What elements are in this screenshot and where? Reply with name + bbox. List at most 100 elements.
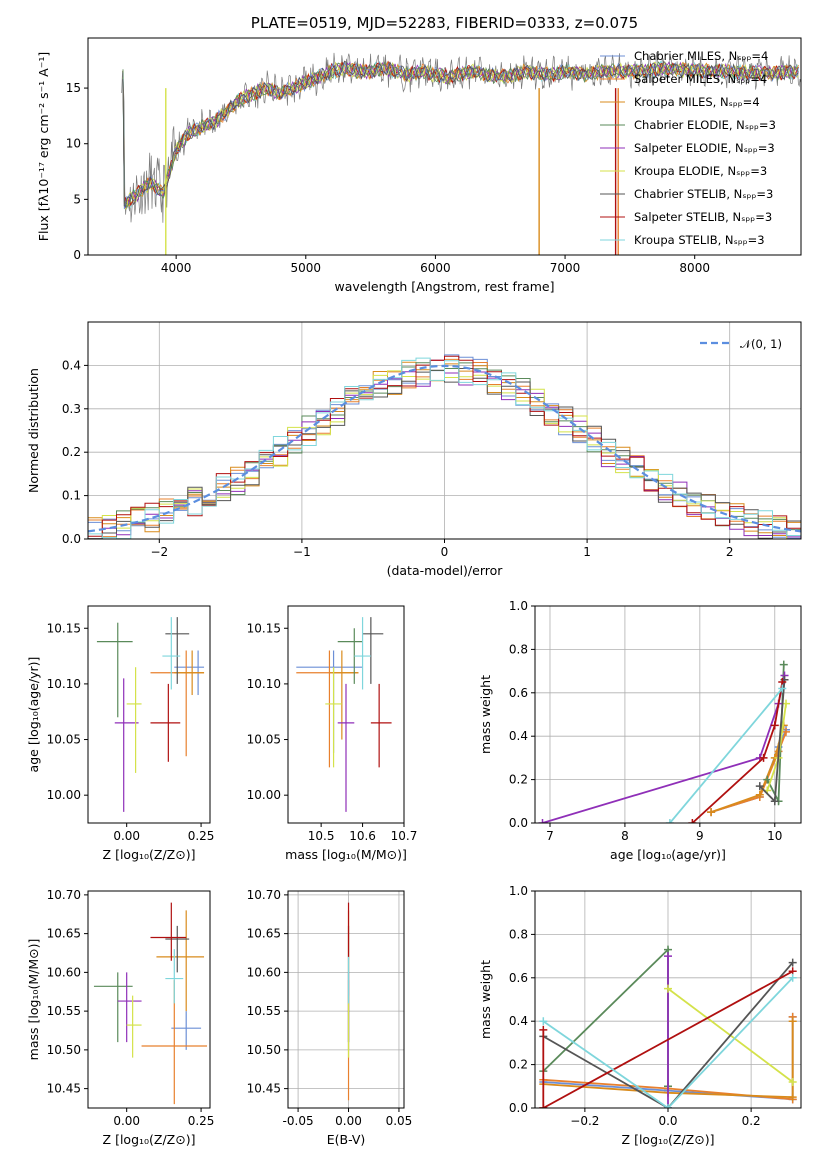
panel-spectrum: 4000 5000 6000 7000 8000 0 5 10 15 wavelength [An… [36, 14, 802, 294]
weight-marker [755, 782, 764, 791]
weight-marker [539, 1025, 548, 1034]
plot-area [88, 354, 801, 539]
x-tick-label: 10.6 [349, 829, 376, 843]
x-axis-label: mass [log₁₀(M/M⊙)] [285, 847, 407, 862]
y-tick-label: 10.15 [247, 621, 281, 635]
y-tick-label: 0.8 [509, 927, 528, 941]
weight-series-line [542, 947, 669, 1087]
x-tick-label: 0 [441, 545, 449, 559]
y-tick-label: 10.50 [47, 1043, 81, 1057]
x-axis-label: Z [log₁₀(Z/Z⊙)] [103, 1132, 196, 1147]
x-tick-label: −2 [150, 545, 168, 559]
histogram-series [88, 362, 801, 539]
weight-marker [788, 1077, 797, 1086]
axes-frame [87, 37, 802, 256]
legend-entry: Chabrier MILES, Nₛₚₚ=4 [634, 49, 768, 63]
y-axis-label: mass [log₁₀(M/M⊙)] [26, 939, 41, 1061]
x-tick-label: 2 [726, 545, 734, 559]
x-axis-label: Z [log₁₀(Z/Z⊙)] [103, 847, 196, 862]
legend-entry: Salpeter STELIB, Nₛₚₚ=3 [634, 210, 772, 224]
weight-series-line [543, 1021, 794, 1099]
x-tick-label: 0.25 [188, 1114, 215, 1128]
weight-marker [664, 1104, 672, 1108]
panel-weight_vs_Z: −0.2 0.0 0.2 0.0 0.2 0.4 0.6 0.8 1.0 Z [log₁₀(Z/Z… [478, 884, 802, 1147]
weight-marker [688, 819, 697, 823]
y-tick-label: 0.1 [62, 489, 81, 503]
legend-entry: Salpeter MILES, Nₛₚₚ=4 [634, 72, 767, 86]
weight-series-line [710, 731, 787, 813]
x-tick-label: 8 [621, 829, 629, 843]
panel-weight_vs_age: 7 8 9 10 0.0 0.2 0.4 0.6 0.8 1.0 age [log₁₀(age/yr… [478, 599, 802, 862]
panel-mass_vs_Z: 0.00 0.25 10.45 10.50 10.55 10.60 10.65 10.70 Z … [26, 888, 214, 1147]
weight-marker [778, 684, 787, 693]
x-tick-label: -0.05 [283, 1114, 314, 1128]
y-tick-label: 0.6 [509, 686, 528, 700]
y-tick-label: 10.60 [247, 965, 281, 979]
plot-area [539, 945, 797, 1108]
x-axis-label: E(B-V) [327, 1132, 366, 1147]
y-tick-label: 0 [73, 248, 81, 262]
weight-marker [770, 797, 779, 806]
weight-marker [539, 1017, 548, 1026]
y-tick-label: 10.00 [247, 788, 281, 802]
y-tick-label: 10.50 [247, 1043, 281, 1057]
y-tick-label: 10.00 [47, 788, 81, 802]
y-tick-label: 10.10 [247, 677, 281, 691]
legend-entry: Salpeter ELODIE, Nₛₚₚ=3 [634, 141, 775, 155]
y-tick-label: 10 [66, 137, 81, 151]
y-axis-label: Flux [fλ10⁻¹⁷ erg cm⁻² s⁻¹ A⁻¹] [36, 52, 51, 241]
x-tick-label: 4000 [161, 261, 192, 275]
y-tick-label: 0.8 [509, 642, 528, 656]
x-tick-label: 0.0 [658, 1114, 677, 1128]
x-tick-label: 10.7 [391, 829, 418, 843]
plot-area [121, 51, 801, 255]
weight-marker [538, 819, 547, 823]
chart-title: PLATE=0519, MJD=52283, FIBERID=0333, z=0… [251, 14, 638, 32]
weight-marker [770, 721, 779, 730]
legend-entry: Kroupa ELODIE, Nₛₚₚ=3 [634, 164, 767, 178]
x-axis-label: (data-model)/error [387, 563, 504, 578]
legend-entry: 𝒩(0, 1) [740, 337, 782, 351]
y-tick-label: 0.4 [62, 358, 81, 372]
weight-series-line [542, 970, 794, 1108]
normal-curve [88, 364, 801, 533]
y-tick-label: 0.0 [62, 532, 81, 546]
y-tick-label: 10.70 [47, 888, 81, 902]
x-tick-label: −1 [293, 545, 311, 559]
x-axis-label: age [log₁₀(age/yr)] [610, 847, 726, 862]
histogram-series [88, 357, 801, 539]
y-tick-label: 10.15 [47, 621, 81, 635]
x-tick-label: 7000 [550, 261, 581, 275]
x-tick-label: 9 [696, 829, 704, 843]
spectrum-model-line [122, 60, 799, 205]
y-tick-label: 10.60 [47, 965, 81, 979]
y-tick-label: 10.65 [47, 927, 81, 941]
y-tick-label: 10.55 [47, 1004, 81, 1018]
panel-mass_vs_ebv: -0.05 0.00 0.05 10.45 10.50 10.55 10.60 10.65 10… [247, 888, 413, 1147]
axes-frame [534, 605, 802, 824]
y-tick-label: 0.2 [62, 445, 81, 459]
weight-marker [788, 1017, 797, 1026]
legend-entry: Kroupa STELIB, Nₛₚₚ=3 [634, 233, 765, 247]
weight-marker [664, 952, 672, 961]
y-tick-label: 10.70 [247, 888, 281, 902]
weight-series-line [691, 681, 784, 823]
weight-marker [788, 958, 797, 967]
axes-frame [287, 605, 405, 824]
axes-frame [87, 605, 211, 824]
y-tick-label: 10.55 [247, 1004, 281, 1018]
axes-frame [87, 890, 211, 1109]
y-tick-label: 0.0 [509, 816, 528, 830]
x-tick-label: 10 [767, 829, 782, 843]
x-tick-label: 0.00 [113, 829, 140, 843]
x-axis-label: Z [log₁₀(Z/Z⊙)] [622, 1132, 715, 1147]
plot-area [296, 617, 392, 812]
y-tick-label: 10.45 [47, 1082, 81, 1096]
weight-marker [788, 973, 797, 982]
y-tick-label: 0.4 [509, 729, 528, 743]
x-tick-label: 0.00 [335, 1114, 362, 1128]
weight-marker [782, 727, 791, 736]
x-tick-label: 1 [583, 545, 591, 559]
weight-marker [759, 753, 768, 762]
